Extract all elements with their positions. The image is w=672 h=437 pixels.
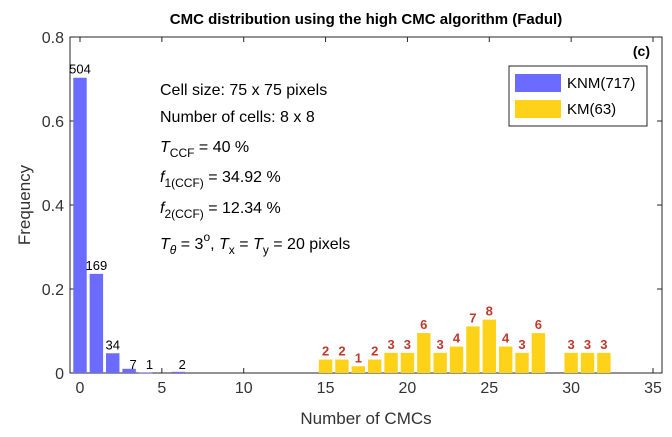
bar-km: [335, 359, 349, 373]
bar-km: [384, 352, 398, 373]
bar-km: [433, 352, 447, 373]
data-label-km: 3: [568, 337, 575, 352]
x-tick-label: 10: [235, 380, 253, 397]
legend-label-knm: KNM(717): [567, 75, 635, 92]
annotation-tccf: TCCF = 40 %: [160, 139, 249, 160]
annotation-cell-size: Cell size: 75 x 75 pixels: [160, 82, 327, 99]
data-label-knm: 2: [179, 357, 186, 372]
bar-knm: [106, 353, 120, 373]
x-axis-label: Number of CMCs: [300, 409, 431, 428]
data-label-km: 1: [355, 350, 362, 365]
data-label-knm: 169: [86, 258, 108, 273]
bar-km: [498, 346, 513, 373]
panel-label: (c): [633, 43, 650, 59]
data-label-km: 3: [404, 337, 411, 352]
bar-km: [531, 333, 546, 373]
annotation-num-cells: Number of cells: 8 x 8: [160, 109, 315, 126]
data-label-km: 3: [600, 337, 607, 352]
data-label-knm: 504: [69, 62, 91, 77]
f2-value: = 12.34 %: [204, 200, 281, 217]
bar-knm: [171, 371, 185, 373]
bar-km: [580, 352, 595, 373]
f2-subscript: 2(CCF): [164, 207, 203, 221]
bar-km: [417, 333, 431, 373]
bars-group: [73, 77, 611, 374]
data-label-km: 6: [535, 317, 542, 332]
data-label-km: 2: [371, 344, 378, 359]
tccf-value: = 40 %: [194, 139, 249, 156]
tccf-subscript: CCF: [170, 146, 195, 160]
legend: KNM(717) KM(63): [508, 65, 648, 127]
data-label-knm: 7: [130, 357, 137, 372]
f1-symbol: f: [160, 169, 166, 186]
x-tick-label: 5: [157, 380, 166, 397]
x-tick-label: 15: [317, 380, 335, 397]
legend-swatch-km: [515, 100, 561, 118]
annotation-thresholds: Tθ = 3o, Tx = Ty = 20 pixels: [160, 230, 350, 257]
data-label-km: 3: [387, 337, 394, 352]
bar-km: [351, 366, 366, 373]
bar-km: [597, 352, 611, 373]
data-label-km: 2: [338, 344, 345, 359]
data-label-knm: 1: [146, 357, 153, 372]
x-tick-label: 0: [76, 380, 85, 397]
bar-km: [400, 352, 415, 373]
data-label-km: 7: [469, 310, 476, 325]
bar-km: [482, 319, 496, 373]
f1-value: = 34.92 %: [204, 169, 281, 186]
annotation-block: Cell size: 75 x 75 pixels Number of cell…: [160, 82, 350, 257]
ty-symbol: T: [253, 236, 264, 253]
bar-km: [449, 346, 464, 373]
tx-equals: =: [235, 236, 253, 253]
annotation-f1: f1(CCF) = 34.92 %: [160, 169, 281, 190]
tx-symbol: T: [219, 236, 230, 253]
chart-title: CMC distribution using the high CMC algo…: [170, 11, 562, 28]
threshold-separator: ,: [210, 236, 219, 253]
degree-superscript: o: [203, 230, 210, 244]
f2-symbol: f: [160, 200, 166, 217]
x-tick-label: 20: [399, 380, 417, 397]
tx-subscript: x: [229, 243, 235, 257]
y-tick-label: 0: [55, 366, 64, 383]
y-tick-label: 0.6: [42, 114, 64, 131]
f1-subscript: 1(CCF): [164, 176, 203, 190]
theta-subscript: θ: [170, 243, 177, 257]
data-label-km: 8: [486, 304, 493, 319]
theta-equals: = 3: [176, 236, 203, 253]
y-tick-label: 0.2: [42, 282, 64, 299]
data-label-km: 2: [322, 344, 329, 359]
legend-swatch-knm: [515, 74, 561, 92]
annotation-f2: f2(CCF) = 12.34 %: [160, 200, 281, 221]
data-label-km: 3: [518, 337, 525, 352]
legend-label-km: KM(63): [567, 101, 616, 118]
bar-km: [367, 359, 382, 373]
x-tick-label: 35: [644, 380, 662, 397]
data-label-km: 3: [584, 337, 591, 352]
bar-knm: [73, 77, 87, 374]
data-label-km: 4: [453, 331, 461, 346]
bar-km: [564, 352, 578, 373]
data-label-km: 4: [502, 331, 510, 346]
bar-km: [318, 359, 333, 373]
bar-km: [466, 326, 480, 373]
tccf-symbol: T: [160, 139, 171, 156]
theta-symbol: T: [160, 236, 171, 253]
data-label-km: 3: [437, 337, 444, 352]
y-axis-label: Frequency: [15, 164, 34, 245]
ty-value: = 20 pixels: [269, 236, 350, 253]
y-tick-label: 0.8: [42, 30, 64, 47]
data-label-km: 6: [420, 317, 427, 332]
bar-knm: [89, 273, 104, 373]
x-tick-label: 30: [562, 380, 580, 397]
bar-knm: [138, 372, 153, 374]
x-tick-label: 25: [480, 380, 498, 397]
y-tick-label: 0.4: [42, 198, 64, 215]
ty-subscript: y: [263, 243, 269, 257]
bar-km: [515, 352, 529, 373]
bar-knm: [122, 368, 136, 373]
axis-ticks: 0 5 10 15 20 25 30 35 0 0.2 0.4 0.6 0.8: [42, 30, 662, 397]
data-label-knm: 34: [106, 337, 120, 352]
